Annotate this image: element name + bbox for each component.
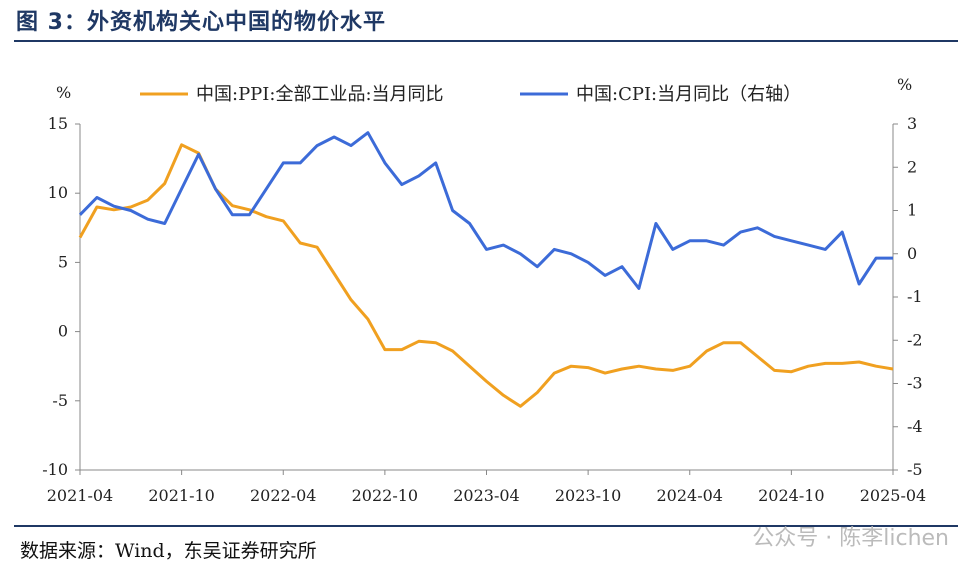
right-tick-label: 1: [907, 201, 917, 220]
left-tick-label: 10: [48, 183, 68, 202]
left-tick-label: 5: [58, 252, 68, 271]
figure-title: 图 3：外资机构关心中国的物价水平: [16, 10, 386, 35]
series-lines: [78, 131, 894, 408]
x-tick-label: 2022-10: [352, 486, 418, 505]
legend-label: 中国:CPI:当月同比（右轴）: [576, 84, 801, 105]
legend: 中国:PPI:全部工业品:当月同比 中国:CPI:当月同比（右轴）: [140, 84, 801, 105]
left-tick-label: 15: [48, 114, 68, 133]
x-tick-label: 2021-10: [148, 486, 214, 505]
watermark: 公众号 · 陈李lichen: [752, 526, 949, 551]
right-tick-label: -2: [907, 330, 923, 349]
ppi-series-line: [78, 143, 894, 408]
right-tick-label: -1: [907, 287, 923, 306]
x-tick-label: 2023-10: [555, 486, 621, 505]
x-tick-label: 2021-04: [47, 486, 113, 505]
left-tick-label: -10: [42, 460, 68, 479]
right-tick-label: 0: [907, 244, 917, 263]
right-tick-label: 2: [907, 157, 917, 176]
right-tick-label: -4: [907, 417, 923, 436]
right-axis-unit: %: [897, 75, 912, 94]
bottom-rule: [14, 525, 958, 527]
left-axis-unit: %: [56, 83, 71, 102]
x-axis-ticks: 2021-04 2021-10 2022-04 2022-10 2023-04 2023-…: [47, 470, 926, 505]
x-tick-label: 2024-10: [758, 486, 824, 505]
x-tick-label: 2023-04: [453, 486, 519, 505]
x-tick-label: 2022-04: [250, 486, 316, 505]
x-tick-label: 2024-04: [657, 486, 723, 505]
cpi-series-line: [78, 131, 893, 290]
source-note: 数据来源：Wind，东吴证券研究所: [20, 540, 317, 562]
left-tick-label: 0: [58, 322, 68, 341]
x-tick-label: 2025-04: [860, 486, 926, 505]
top-rule: [14, 40, 958, 42]
right-tick-label: 3: [907, 114, 917, 133]
right-tick-label: -3: [907, 374, 923, 393]
left-tick-label: -5: [52, 391, 68, 410]
right-tick-label: -5: [907, 460, 923, 479]
legend-label: 中国:PPI:全部工业品:当月同比: [196, 84, 444, 105]
